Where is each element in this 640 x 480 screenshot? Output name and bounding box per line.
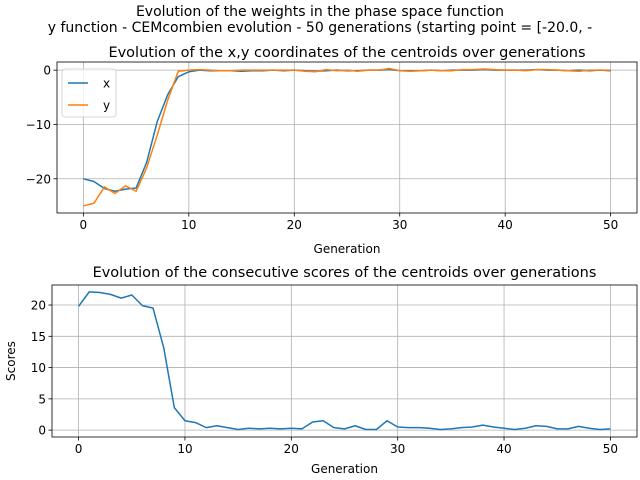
x-tick-label: 20 <box>284 442 299 456</box>
y-tick-label: 0 <box>43 64 51 78</box>
x-tick-label: 10 <box>177 442 192 456</box>
series-line-y <box>83 67 611 207</box>
y-tick-label: 10 <box>31 361 46 375</box>
x-tick-label: 0 <box>75 442 83 456</box>
x-tick-label: 50 <box>603 218 618 232</box>
x-tick-label: 50 <box>603 442 618 456</box>
x-tick-label: 40 <box>496 442 511 456</box>
x-axis-label: Generation <box>311 462 378 476</box>
y-tick-label: −20 <box>26 172 51 186</box>
x-tick-label: 30 <box>390 442 405 456</box>
coordinates-chart: Evolution of the x,y coordinates of the … <box>26 45 638 256</box>
scores-chart: Evolution of the consecutive scores of t… <box>4 265 638 476</box>
x-tick-label: 0 <box>80 218 88 232</box>
chart-title: Evolution of the consecutive scores of t… <box>93 265 597 281</box>
y-tick-label: 0 <box>38 424 46 438</box>
legend: xy <box>61 68 117 118</box>
x-tick-label: 40 <box>498 218 513 232</box>
chart-title: Evolution of the x,y coordinates of the … <box>108 45 585 61</box>
series-line-series-0 <box>77 291 611 431</box>
y-tick-label: 15 <box>31 330 46 344</box>
y-tick-label: −10 <box>26 118 51 132</box>
y-tick-label: 20 <box>31 299 46 313</box>
figure-suptitle-line2: y function - CEMcombien evolution - 50 g… <box>48 20 592 36</box>
y-axis-label: Scores <box>4 341 18 381</box>
plot-frame <box>51 284 638 438</box>
x-axis-label: Generation <box>314 242 381 256</box>
x-tick-label: 30 <box>392 218 407 232</box>
y-tick-label: 5 <box>38 392 46 406</box>
figure-suptitle-line1: Evolution of the weights in the phase sp… <box>136 4 504 20</box>
x-tick-label: 10 <box>181 218 196 232</box>
legend-label-x: x <box>103 77 110 91</box>
x-tick-label: 20 <box>287 218 302 232</box>
plot-frame <box>56 61 638 214</box>
legend-label-y: y <box>103 99 110 113</box>
